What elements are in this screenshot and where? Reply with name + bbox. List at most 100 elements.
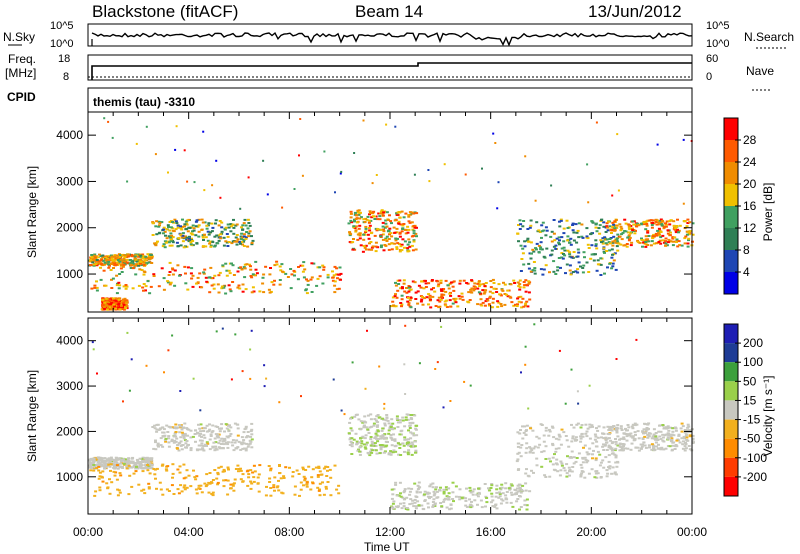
scatter-cell xyxy=(558,243,561,246)
scatter-cell xyxy=(687,233,691,236)
scatter-cell xyxy=(136,459,140,461)
scatter-cell xyxy=(281,492,285,495)
scatter-cell xyxy=(101,299,105,301)
scatter-cell xyxy=(141,459,145,462)
scatter-cell xyxy=(326,469,329,472)
scatter-cell xyxy=(562,431,566,434)
scatter-cell xyxy=(353,218,356,221)
scatter-cell xyxy=(417,504,421,507)
scatter-cell xyxy=(555,458,559,461)
nave-label: Nave xyxy=(746,64,774,78)
scatter-cell xyxy=(523,425,527,428)
scatter-cell xyxy=(591,457,594,460)
scatter-cell xyxy=(398,279,402,282)
scatter-cell xyxy=(106,259,110,262)
scatter-cell xyxy=(373,234,377,237)
scatter-cell xyxy=(674,227,678,230)
scatter-cell xyxy=(173,218,177,221)
scatter-cell xyxy=(157,285,161,288)
scatter-cell xyxy=(518,288,522,291)
scatter-cell xyxy=(243,428,247,431)
scatter-cell xyxy=(598,464,602,467)
scatter-cell xyxy=(683,237,687,240)
scatter-cell xyxy=(562,467,566,469)
scatter-cell xyxy=(643,422,646,425)
scatter-cell xyxy=(383,433,387,436)
scatter-cell xyxy=(334,191,336,194)
scatter-cell xyxy=(118,260,122,263)
scatter-cell xyxy=(243,276,247,279)
scatter-cell xyxy=(686,218,690,221)
scatter-cell xyxy=(484,505,487,508)
scatter-cell xyxy=(376,228,380,230)
scatter-cell xyxy=(600,219,603,221)
scatter-cell xyxy=(227,226,231,229)
scatter-cell xyxy=(538,231,542,233)
scatter-cell xyxy=(278,279,282,281)
scatter-cell xyxy=(654,232,658,235)
scatter-cell xyxy=(215,330,218,333)
scatter-cell xyxy=(257,490,261,493)
scatter-cell xyxy=(383,422,387,425)
scatter-cell xyxy=(208,242,212,245)
scatter-cell xyxy=(137,462,141,465)
scatter-cell xyxy=(554,450,558,453)
scatter-cell xyxy=(392,304,396,307)
scatter-cell xyxy=(606,472,610,475)
scatter-cell xyxy=(645,428,649,431)
scatter-cell xyxy=(364,248,368,251)
scatter-cell xyxy=(222,443,226,446)
scatter-cell xyxy=(397,220,401,223)
scatter-cell xyxy=(350,429,354,432)
scatter-cell xyxy=(390,444,394,447)
scatter-cell xyxy=(196,431,199,434)
scatter-cell xyxy=(141,286,145,289)
colorbar-segment xyxy=(724,457,738,477)
scatter-cell xyxy=(658,424,661,427)
scatter-cell xyxy=(570,470,574,473)
scatter-cell xyxy=(316,277,320,280)
scatter-cell xyxy=(154,225,158,228)
ytick-label: 1000 xyxy=(56,267,83,281)
scatter-cell xyxy=(183,223,187,226)
scatter-cell xyxy=(112,260,116,263)
scatter-cell xyxy=(621,231,625,234)
scatter-cell xyxy=(232,232,236,235)
scatter-cell xyxy=(611,221,615,224)
scatter-cell xyxy=(168,236,172,239)
scatter-cell xyxy=(516,303,519,306)
scatter-cell xyxy=(184,434,187,437)
scatter-cell xyxy=(333,265,337,268)
scatter-cell xyxy=(490,306,494,309)
scatter-cell xyxy=(242,439,246,442)
scatter-cell xyxy=(100,459,104,462)
scatter-cell xyxy=(183,149,186,152)
scatter-cell xyxy=(613,449,617,452)
scatter-cell xyxy=(138,258,142,261)
scatter-cell xyxy=(363,415,367,418)
noise-panel xyxy=(87,23,693,47)
scatter-cell xyxy=(299,481,303,484)
scatter-cell xyxy=(520,444,524,446)
scatter-cell xyxy=(200,491,204,494)
scatter-cell xyxy=(352,225,356,228)
scatter-cell xyxy=(575,423,579,426)
scatter-cell xyxy=(401,287,404,290)
scatter-cell xyxy=(210,481,213,484)
scatter-cell xyxy=(251,273,255,276)
scatter-cell xyxy=(157,225,161,228)
scatter-cell xyxy=(590,244,594,247)
scatter-cell xyxy=(137,284,141,287)
scatter-cell xyxy=(96,456,100,459)
scatter-cell xyxy=(393,219,397,222)
scatter-cell xyxy=(169,426,173,429)
scatter-cell xyxy=(205,224,209,227)
scatter-cell xyxy=(394,284,398,287)
scatter-cell xyxy=(397,222,401,225)
scatter-cell xyxy=(668,426,672,429)
scatter-cell xyxy=(677,240,681,243)
scatter-cell xyxy=(451,285,455,288)
scatter-cell xyxy=(509,283,513,286)
scatter-cell xyxy=(603,236,607,239)
scatter-cell xyxy=(647,444,651,447)
